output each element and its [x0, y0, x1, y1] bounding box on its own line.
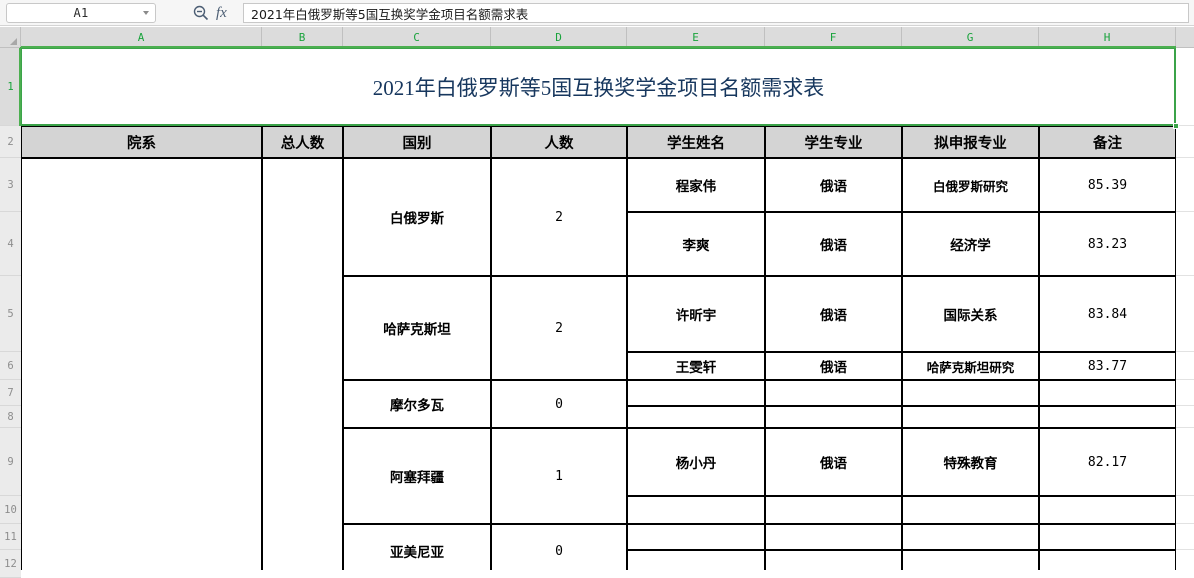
student-name-cell[interactable]	[627, 406, 765, 428]
remark-cell[interactable]: 83.77	[1039, 352, 1176, 380]
student-name-cell[interactable]	[627, 524, 765, 550]
column-header-d[interactable]: D	[491, 27, 627, 48]
applied-major-cell[interactable]: 特殊教育	[902, 428, 1039, 496]
applied-major-cell[interactable]: 哈萨克斯坦研究	[902, 352, 1039, 380]
applied-major-cell[interactable]	[902, 496, 1039, 524]
country-count-cell[interactable]: 2	[491, 158, 627, 276]
student-major-cell[interactable]	[765, 524, 902, 550]
chevron-down-icon[interactable]	[143, 11, 149, 15]
remark-cell[interactable]	[1039, 380, 1176, 406]
remark-cell[interactable]	[1039, 496, 1176, 524]
magnifier-minus-icon[interactable]	[192, 4, 210, 22]
column-header-h[interactable]: H	[1039, 27, 1176, 48]
column-header-b[interactable]: B	[262, 27, 343, 48]
row-header-11[interactable]: 11	[0, 524, 21, 550]
row-header-2[interactable]: 2	[0, 126, 21, 158]
student-name-cell[interactable]: 许昕宇	[627, 276, 765, 352]
applied-major-cell[interactable]	[902, 380, 1039, 406]
row-header-4[interactable]: 4	[0, 212, 21, 276]
header-cell-3[interactable]: 国别	[343, 126, 491, 158]
remark-cell[interactable]: 83.84	[1039, 276, 1176, 352]
student-major-cell[interactable]	[765, 406, 902, 428]
country-count-cell[interactable]: 0	[491, 380, 627, 428]
column-header-e[interactable]: E	[627, 27, 765, 48]
student-major-cell[interactable]: 俄语	[765, 428, 902, 496]
function-label[interactable]: fx	[216, 5, 227, 21]
row-header-7[interactable]: 7	[0, 380, 21, 406]
column-header-f[interactable]: F	[765, 27, 902, 48]
student-major-cell[interactable]	[765, 550, 902, 570]
name-box[interactable]: A1	[6, 3, 156, 23]
row-header-5[interactable]: 5	[0, 276, 21, 352]
header-cell-7[interactable]: 拟申报专业	[902, 126, 1039, 158]
country-cell[interactable]: 白俄罗斯	[343, 158, 491, 276]
remark-cell[interactable]	[1039, 406, 1176, 428]
applied-major-cell[interactable]	[902, 550, 1039, 570]
cell-area[interactable]: 2021年白俄罗斯等5国互换奖学金项目名额需求表 院系 总人数 国别 人数 学生姓名 学生专…	[21, 48, 1194, 570]
remark-cell[interactable]	[1039, 524, 1176, 550]
remark-cell[interactable]: 82.17	[1039, 428, 1176, 496]
formula-input-value: 2021年白俄罗斯等5国互换奖学金项目名额需求表	[251, 6, 529, 22]
country-cell[interactable]: 哈萨克斯坦	[343, 276, 491, 380]
student-name-cell[interactable]	[627, 550, 765, 570]
row-header-9[interactable]: 9	[0, 428, 21, 496]
formula-bar: A1 fx 2021年白俄罗斯等5国互换奖学金项目名额需求表	[0, 0, 1194, 26]
applied-major-cell[interactable]: 经济学	[902, 212, 1039, 276]
student-major-cell[interactable]: 俄语	[765, 212, 902, 276]
student-major-cell[interactable]	[765, 380, 902, 406]
applied-major-cell[interactable]	[902, 406, 1039, 428]
header-cell-4[interactable]: 人数	[491, 126, 627, 158]
header-cell-1[interactable]: 院系	[21, 126, 262, 158]
header-cell-6[interactable]: 学生专业	[765, 126, 902, 158]
student-major-cell[interactable]: 俄语	[765, 352, 902, 380]
column-header-g[interactable]: G	[902, 27, 1039, 48]
department-total-cell[interactable]	[262, 158, 343, 570]
header-cell-8[interactable]: 备注	[1039, 126, 1176, 158]
header-cell-5[interactable]: 学生姓名	[627, 126, 765, 158]
applied-major-cell[interactable]: 国际关系	[902, 276, 1039, 352]
name-box-value: A1	[73, 6, 89, 20]
student-name-cell[interactable]: 程家伟	[627, 158, 765, 212]
remark-cell[interactable]	[1039, 550, 1176, 570]
remark-cell[interactable]: 83.23	[1039, 212, 1176, 276]
country-cell[interactable]: 摩尔多瓦	[343, 380, 491, 428]
student-name-cell[interactable]: 杨小丹	[627, 428, 765, 496]
row-header-12[interactable]: 12	[0, 550, 21, 578]
country-count-cell[interactable]: 2	[491, 276, 627, 380]
row-header-10[interactable]: 10	[0, 496, 21, 524]
header-cell-2[interactable]: 总人数	[262, 126, 343, 158]
selection-fill-handle[interactable]	[1173, 123, 1179, 129]
applied-major-cell[interactable]	[902, 524, 1039, 550]
department-cell[interactable]	[21, 158, 262, 570]
student-major-cell[interactable]: 俄语	[765, 276, 902, 352]
column-header-a[interactable]: A	[21, 27, 262, 48]
row-header-6[interactable]: 6	[0, 352, 21, 380]
country-count-cell[interactable]: 1	[491, 428, 627, 524]
row-header-1[interactable]: 1	[0, 48, 21, 126]
row-header-selection-bar	[19, 48, 21, 126]
row-header-column: 1 2 3 4 5 6 7 8 9 10 11 12	[0, 48, 21, 578]
student-major-cell[interactable]	[765, 496, 902, 524]
remark-cell[interactable]: 85.39	[1039, 158, 1176, 212]
student-name-cell[interactable]	[627, 496, 765, 524]
row-header-8[interactable]: 8	[0, 406, 21, 428]
student-name-cell[interactable]	[627, 380, 765, 406]
formula-input[interactable]: 2021年白俄罗斯等5国互换奖学金项目名额需求表	[243, 3, 1189, 23]
column-header-c[interactable]: C	[343, 27, 491, 48]
student-major-cell[interactable]: 俄语	[765, 158, 902, 212]
country-cell[interactable]: 亚美尼亚	[343, 524, 491, 570]
student-name-cell[interactable]: 李爽	[627, 212, 765, 276]
corner-triangle-icon	[10, 38, 17, 45]
select-all-corner[interactable]	[0, 27, 21, 48]
title-cell[interactable]: 2021年白俄罗斯等5国互换奖学金项目名额需求表	[21, 48, 1176, 126]
country-count-cell[interactable]: 0	[491, 524, 627, 570]
column-header-selection-bar	[21, 46, 1176, 48]
country-cell[interactable]: 阿塞拜疆	[343, 428, 491, 524]
row-header-3[interactable]: 3	[0, 158, 21, 212]
applied-major-cell[interactable]: 白俄罗斯研究	[902, 158, 1039, 212]
student-name-cell[interactable]: 王雯轩	[627, 352, 765, 380]
